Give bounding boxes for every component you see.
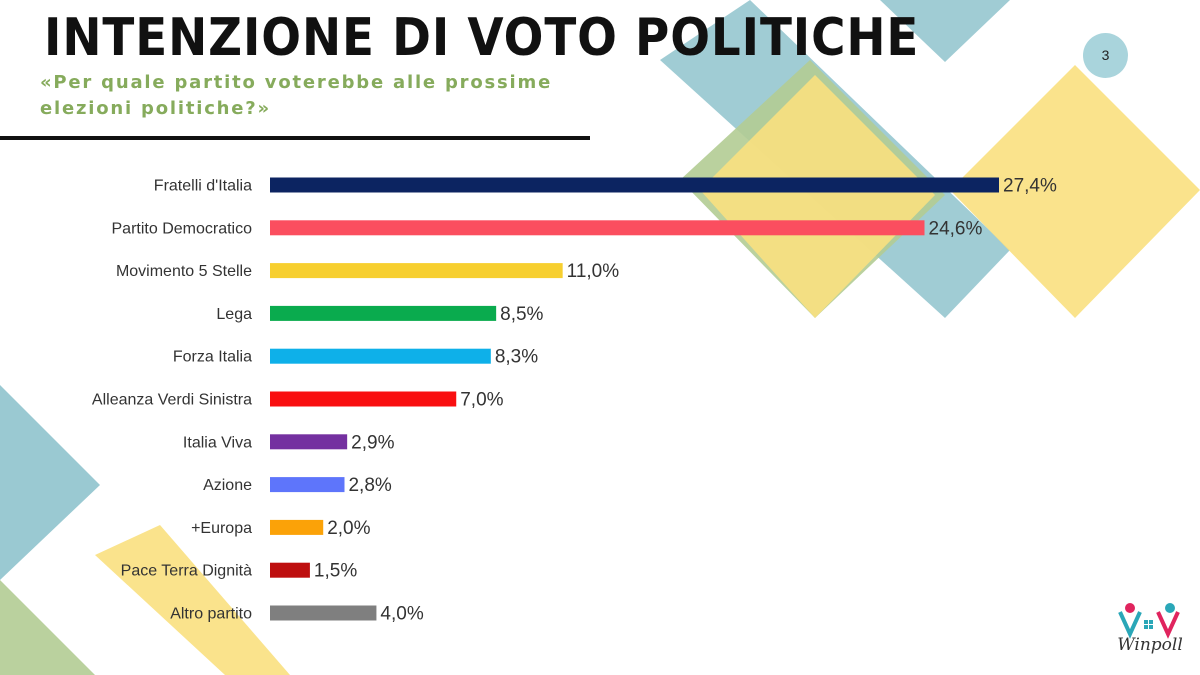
bar-europa [270,519,324,535]
value-label-europa: 2,0% [327,518,370,539]
value-label-alleanza-verdi-sinistra: 7,0% [460,390,503,411]
page-title: INTENZIONE DI VOTO POLITICHE [44,8,920,68]
bar-chart: Fratelli d'Italia 27,4% Partito Democratic… [92,176,1057,625]
yellow-diamond-left [700,75,935,318]
category-label-forza-italia: Forza Italia [173,349,252,366]
value-label-lega: 8,5% [500,304,543,325]
bar-altro-partito [270,605,377,621]
value-label-forza-italia: 8,3% [495,347,538,368]
winpoll-logo: Winpoll [1117,603,1183,655]
category-label-alleanza-verdi-sinistra: Alleanza Verdi Sinistra [92,392,252,409]
value-label-altro-partito: 4,0% [380,604,423,625]
category-label-italia-viva: Italia Viva [183,434,252,451]
bar-forza-italia [270,348,491,364]
category-label-pace-terra-dignita: Pace Terra Dignità [121,563,252,580]
svg-text:Winpoll: Winpoll [1117,635,1183,655]
category-label-altro-partito: Altro partito [170,606,252,623]
bar-lega [270,305,497,321]
yellow-diamond-right [950,65,1200,318]
category-label-lega: Lega [216,306,252,323]
value-label-azione: 2,8% [348,475,391,496]
bar-azione [270,477,345,493]
title-divider [0,136,590,140]
value-label-italia-viva: 2,9% [351,432,394,453]
teal-triangle-left [0,385,100,580]
bar-pace-terra-dignita [270,562,310,578]
value-label-partito-democratico: 24,6% [929,218,983,239]
survey-question: «Per quale partito voterebbe alle prossi… [40,72,553,119]
category-label-fratelli-d-italia: Fratelli d'Italia [154,178,252,195]
value-label-fratelli-d-italia: 27,4% [1003,176,1057,197]
category-label-azione: Azione [203,477,252,494]
page-number-badge: 3 [1083,33,1128,78]
category-label-movimento-5-stelle: Movimento 5 Stelle [116,263,252,280]
bar-partito-democratico [270,220,925,236]
bar-italia-viva [270,434,348,450]
category-label-partito-democratico: Partito Democratico [112,220,253,237]
bar-fratelli-d-italia [270,177,999,193]
green-triangle-bottom [0,580,95,675]
value-label-movimento-5-stelle: 11,0% [567,261,620,282]
yellow-diamond-bottom [95,525,290,675]
teal-diamond-top [880,0,1010,62]
bar-movimento-5-stelle [270,263,563,279]
category-label-europa: +Europa [191,520,252,537]
bar-alleanza-verdi-sinistra [270,391,457,407]
value-label-pace-terra-dignita: 1,5% [314,561,357,582]
